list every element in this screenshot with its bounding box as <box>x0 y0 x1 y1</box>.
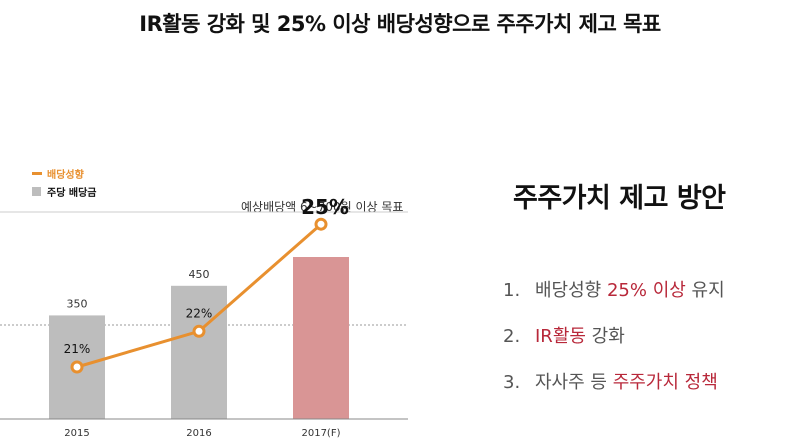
plan-title: 주주가치 제고 방안 <box>513 183 726 214</box>
page-title: IR활동 강화 및 25% 이상 배당성향으로 주주가치 제고 목표 <box>139 12 661 36</box>
bar <box>171 285 227 419</box>
plan-item-text: 배당성향 <box>535 280 607 301</box>
plan-item: 2. IR활동 강화 <box>503 322 725 368</box>
plan-item-number: 1. <box>503 280 521 301</box>
payout-ratio-point <box>70 360 84 374</box>
legend-label-dividend: 주당 배당금 <box>47 187 97 199</box>
plan-item-number: 3. <box>503 372 521 393</box>
plan-item-text: 강화 <box>585 326 625 347</box>
plan-item-text: 자사주 등 <box>535 372 613 393</box>
plan-item: 1. 배당성향 25% 이상 유지 <box>503 276 725 322</box>
plan-list: 1. 배당성향 25% 이상 유지 2. IR활동 강화 3. 자사주 등 주주가치 … <box>503 276 725 414</box>
plan-item-number: 2. <box>503 326 521 347</box>
legend-line-swatch <box>32 171 42 175</box>
chart-legend: 배당성향 주당 배당금 <box>32 164 96 200</box>
payout-ratio-point <box>314 217 328 231</box>
payout-ratio-point <box>192 324 206 338</box>
plan-item-highlight: IR활동 <box>535 326 586 347</box>
legend-item-payout-ratio: 배당성향 <box>32 164 96 182</box>
legend-label-payout-ratio: 배당성향 <box>47 169 84 181</box>
plan-item-text: 유지 <box>685 280 725 301</box>
target-note: 예상배당액 6~700원 이상 목표 <box>241 200 404 214</box>
x-tick-label: 2016 <box>186 428 211 439</box>
plan-item-highlight: 주주가치 정책 <box>612 372 718 393</box>
bar-value-label: 450 <box>189 268 210 281</box>
bar-value-label: 350 <box>67 297 88 310</box>
x-tick-label: 2015 <box>64 428 89 439</box>
bar <box>293 257 349 419</box>
plan-item-highlight: 25% 이상 <box>606 280 686 301</box>
legend-bar-swatch <box>32 186 41 196</box>
legend-item-dividend: 주당 배당금 <box>32 182 96 200</box>
payout-ratio-label: 25% <box>301 195 349 219</box>
payout-ratio-label: 22% <box>186 306 213 320</box>
plan-item: 3. 자사주 등 주주가치 정책 <box>503 368 725 414</box>
x-tick-label: 2017(F) <box>301 428 340 439</box>
payout-ratio-label: 21% <box>64 342 91 356</box>
